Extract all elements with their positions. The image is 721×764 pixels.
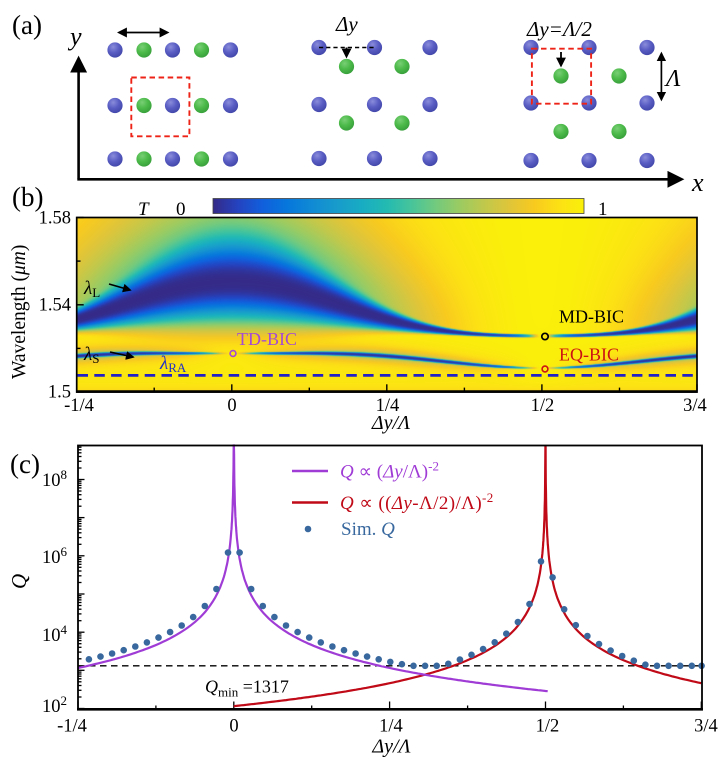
svg-text:Q ∝ ((Δy-Λ/2)/Λ)-2: Q ∝ ((Δy-Λ/2)/Λ)-2 [340,490,494,514]
svg-text:x: x [691,168,704,197]
svg-text:108: 108 [42,467,67,491]
svg-text:102: 102 [42,693,67,717]
svg-text:0: 0 [227,396,236,416]
svg-text:Sim. Q: Sim. Q [341,519,395,540]
svg-text:1/4: 1/4 [379,717,403,737]
svg-text:3/4: 3/4 [683,396,707,416]
svg-text:Λ: Λ [664,66,681,92]
svg-text:λS: λS [83,344,99,366]
svg-text:(a): (a) [12,10,42,40]
svg-text:Wavelength (μm): Wavelength (μm) [9,245,30,379]
svg-text:T: T [138,199,150,220]
svg-text:y: y [67,22,82,51]
svg-text:Qmin =1317: Qmin =1317 [205,677,289,700]
svg-text:1.54: 1.54 [39,296,71,316]
svg-text:-1/4: -1/4 [57,717,87,737]
svg-text:1/4: 1/4 [376,396,400,416]
svg-text:3/4: 3/4 [694,717,718,737]
svg-text:λRA: λRA [159,353,187,375]
svg-text:(c): (c) [10,449,40,479]
svg-text:λL: λL [83,278,100,300]
svg-text:1.5: 1.5 [48,383,71,403]
svg-text:106: 106 [42,544,68,568]
svg-text:1/2: 1/2 [536,717,560,737]
svg-text:MD-BIC: MD-BIC [559,307,624,327]
svg-text:0: 0 [229,717,238,737]
svg-text:104: 104 [42,622,68,646]
svg-text:(b): (b) [12,182,43,212]
svg-text:Δy/Λ: Δy/Λ [371,736,410,758]
svg-text:1/2: 1/2 [531,396,555,416]
svg-text:Q ∝ (Δy/Λ)-2: Q ∝ (Δy/Λ)-2 [340,459,439,483]
svg-text:1: 1 [598,199,608,220]
svg-text:TD-BIC: TD-BIC [237,329,297,349]
svg-text:EQ-BIC: EQ-BIC [559,345,619,365]
svg-text:Δy: Δy [335,12,358,36]
svg-text:-1/4: -1/4 [64,396,94,416]
svg-text:0: 0 [176,199,186,220]
svg-text:1.58: 1.58 [39,209,71,229]
svg-text:Δy/Λ: Δy/Λ [371,412,410,434]
svg-text:Δy=Λ/2: Δy=Λ/2 [526,17,592,41]
svg-text:Q: Q [7,574,31,589]
